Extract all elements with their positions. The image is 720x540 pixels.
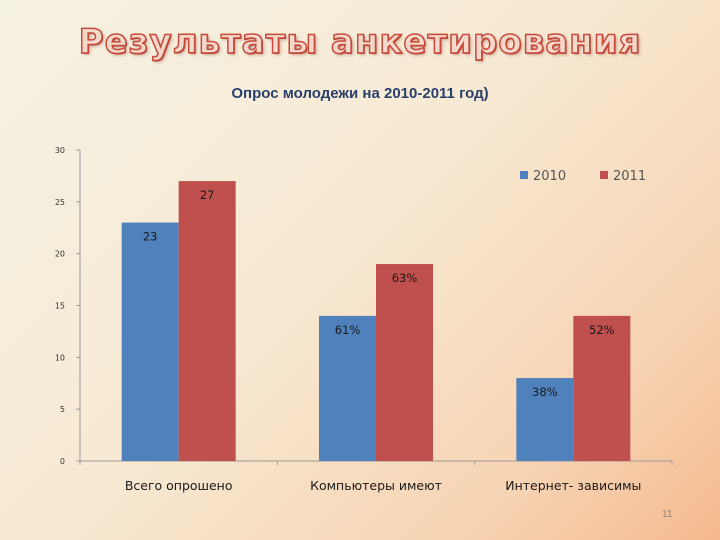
legend-entry: 2011 [613,169,646,184]
legend-entry: 2010 [533,169,566,184]
data-label: 52% [589,323,615,337]
chart-title: Опрос молодежи на 2010-2011 год) [231,85,489,102]
data-label: 63% [392,271,418,285]
y-tick-label: 25 [55,198,65,207]
x-tick-label: Всего опрошено [125,478,233,493]
data-label: 38% [532,385,558,399]
y-tick-label: 5 [60,405,65,414]
bar [516,378,574,461]
legend-swatch [600,171,608,179]
bar [319,315,376,461]
data-label: 27 [200,188,215,202]
data-label: 61% [335,323,361,337]
bar [573,315,631,461]
bar [121,222,179,461]
x-tick-label: Компьютеры имеют [310,478,442,493]
legend-swatch [520,171,528,179]
y-tick-label: 20 [55,250,65,259]
page-number: 11 [662,509,673,520]
x-tick-label: Интернет- зависимы [505,478,641,493]
y-tick-label: 10 [55,353,65,362]
data-label: 23 [143,230,158,244]
bar [178,181,236,461]
y-tick-label: 30 [55,146,65,155]
bar [376,264,433,461]
y-tick-label: 0 [60,457,65,466]
y-tick-label: 15 [55,302,65,311]
slide-title: Результаты анкетирования [78,21,642,63]
